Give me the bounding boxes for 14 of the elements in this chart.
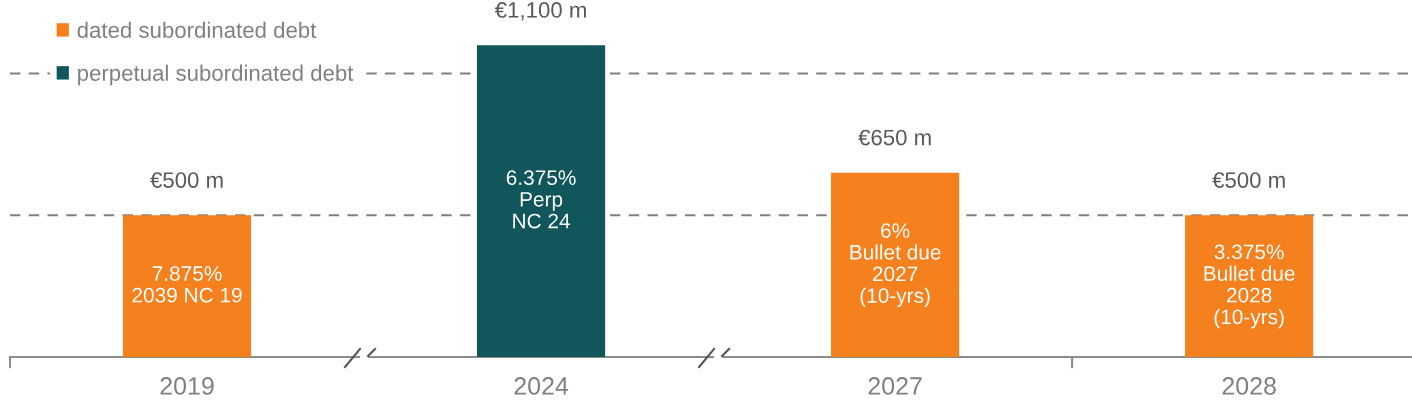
annotation: 7.875% 2039 NC 19	[132, 266, 242, 303]
data-label: €500 m	[1212, 172, 1285, 188]
x-tick-label: 2028	[1222, 377, 1276, 395]
x-tick-label: 2019	[160, 377, 214, 395]
annotation: 6% Bullet due 2027 (10-yrs)	[850, 223, 941, 308]
legend-label: perpetual subordinated debt	[78, 64, 354, 86]
annotation: 3.375% Bullet due 2028 (10-yrs)	[1204, 244, 1295, 329]
annotation: 6.375% Perp NC 24	[506, 170, 576, 229]
data-label: €500 m	[150, 172, 223, 188]
x-tick-label: 2027	[868, 377, 922, 395]
data-label: €650 m	[858, 129, 931, 146]
data-label: €1,100 m	[494, 2, 586, 21]
x-tick-label: 2024	[514, 377, 569, 395]
legend-label: dated subordinated debt	[77, 21, 317, 38]
